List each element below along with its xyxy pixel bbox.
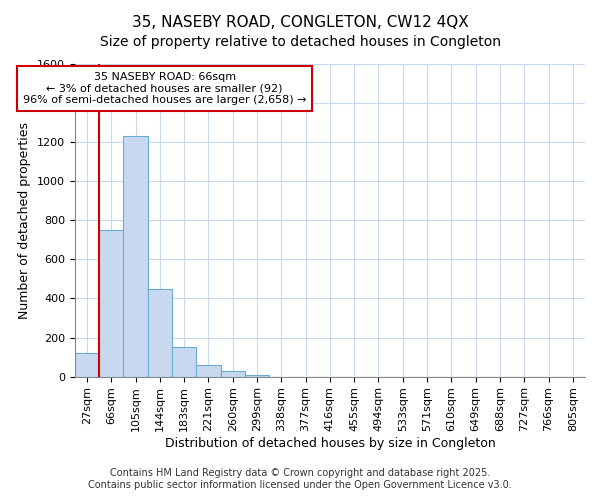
Bar [75,353,99,376]
X-axis label: Distribution of detached houses by size in Congleton: Distribution of detached houses by size … [164,437,495,450]
Text: Size of property relative to detached houses in Congleton: Size of property relative to detached ho… [100,35,500,49]
Bar [221,370,245,376]
Bar [196,365,221,376]
Y-axis label: Number of detached properties: Number of detached properties [19,122,31,319]
Text: Contains HM Land Registry data © Crown copyright and database right 2025.
Contai: Contains HM Land Registry data © Crown c… [88,468,512,490]
Text: 35, NASEBY ROAD, CONGLETON, CW12 4QX: 35, NASEBY ROAD, CONGLETON, CW12 4QX [131,15,469,30]
Bar [245,374,269,376]
Bar [172,348,196,376]
Bar [148,288,172,376]
Text: 35 NASEBY ROAD: 66sqm
← 3% of detached houses are smaller (92)
96% of semi-detac: 35 NASEBY ROAD: 66sqm ← 3% of detached h… [23,72,307,105]
Bar [99,230,124,376]
Bar [124,136,148,376]
